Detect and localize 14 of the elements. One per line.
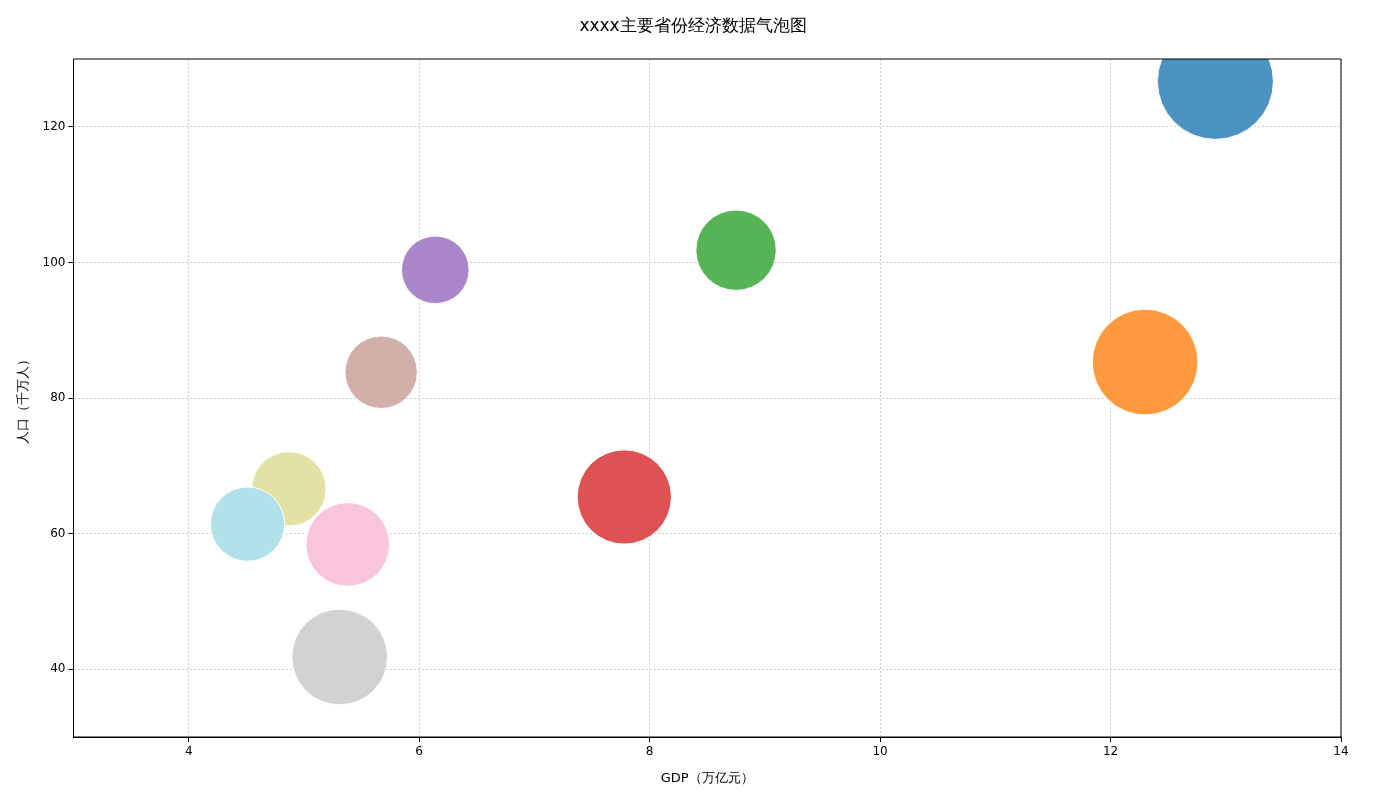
x-tick-label: 14 <box>1333 744 1349 759</box>
y-tick-label: 120 <box>42 118 66 133</box>
x-tick-label: 8 <box>645 744 654 759</box>
x-tick-label: 4 <box>184 744 193 759</box>
x-axis-title: GDP（万亿元） <box>660 769 754 785</box>
x-tick-label: 12 <box>1102 744 1119 759</box>
y-tick-label: 40 <box>50 661 66 676</box>
y-axis-title: 人口（千万人） <box>15 352 31 444</box>
y-tick-label: 100 <box>42 254 66 269</box>
x-tick-label: 6 <box>415 744 424 759</box>
x-tick-label: 10 <box>872 744 888 759</box>
y-tick-label: 60 <box>50 525 66 540</box>
chart-title: xxxx主要省份经济数据气泡图 <box>579 15 807 36</box>
y-tick-label: 80 <box>50 390 66 405</box>
